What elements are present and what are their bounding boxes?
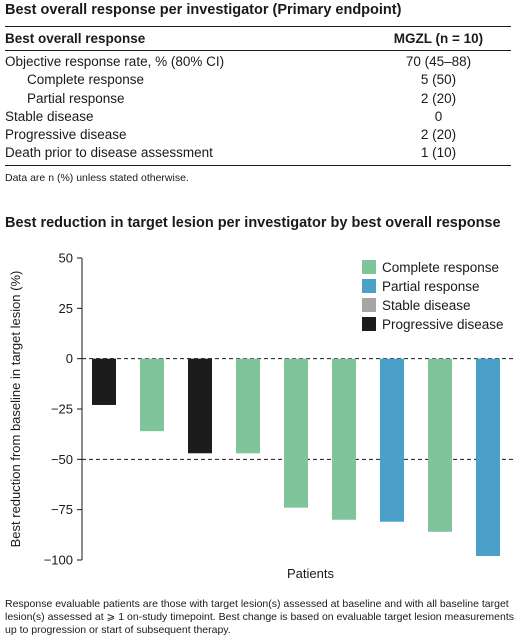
table-body: Objective response rate, % (80% CI) 70 (…	[5, 51, 511, 166]
legend-label: Complete response	[382, 260, 499, 275]
response-table: Best overall response MGZL (n = 10) Obje…	[5, 26, 511, 166]
row-label: Death prior to disease assessment	[5, 145, 213, 161]
y-tick-label: −25	[51, 402, 73, 417]
y-axis-title: Best reduction from baseline in target l…	[8, 271, 23, 548]
chart-footnote: Response evaluable patients are those wi…	[5, 598, 514, 636]
table-row: Complete response 5 (50)	[5, 71, 511, 89]
row-label: Progressive disease	[5, 127, 127, 143]
y-tick-label: −100	[44, 553, 73, 568]
bar	[92, 358, 116, 405]
y-tick-label: −75	[51, 502, 73, 517]
table-header: Best overall response MGZL (n = 10)	[5, 26, 511, 51]
table-footnote: Data are n (%) unless stated otherwise.	[5, 172, 189, 184]
legend-swatch	[362, 260, 376, 274]
table-row: Objective response rate, % (80% CI) 70 (…	[5, 53, 511, 71]
table-row: Partial response 2 (20)	[5, 90, 511, 108]
row-value: 0	[434, 108, 443, 124]
row-label: Stable disease	[5, 108, 94, 124]
row-value: 1 (10)	[420, 145, 457, 161]
row-value: 2 (20)	[420, 127, 457, 143]
row-value: 5 (50)	[420, 72, 457, 88]
bar	[428, 358, 452, 532]
row-label: Partial response	[27, 90, 125, 106]
row-label: Complete response	[27, 72, 145, 88]
y-tick-label: 25	[59, 301, 73, 316]
bar	[284, 358, 308, 508]
bar	[476, 358, 500, 556]
header-value: MGZL (n = 10)	[393, 31, 484, 46]
table-row: Death prior to disease assessment 1 (10)	[5, 144, 511, 162]
y-tick-label: 50	[59, 251, 73, 266]
row-value: 2 (20)	[420, 90, 457, 106]
bar	[380, 358, 404, 522]
table-title: Best overall response per investigator (…	[5, 2, 402, 18]
legend-label: Stable disease	[382, 298, 471, 313]
table-row: Progressive disease 2 (20)	[5, 126, 511, 144]
y-tick-label: −50	[51, 452, 73, 467]
legend-label: Progressive disease	[382, 317, 504, 332]
row-value: 70 (45–88)	[405, 54, 472, 69]
bar	[236, 358, 260, 454]
chart-title: Best reduction in target lesion per inve…	[5, 215, 501, 231]
row-label: Objective response rate, % (80% CI)	[5, 54, 225, 69]
bar	[332, 358, 356, 520]
waterfall-chart: 50 25 0 −25 −50 −75 −100 Best reduction from ba…	[8, 251, 515, 581]
header-label: Best overall response	[5, 31, 146, 46]
y-tick-label: 0	[66, 351, 73, 366]
x-axis-title: Patients	[287, 566, 334, 581]
legend-swatch	[362, 298, 376, 312]
bar	[140, 358, 164, 432]
legend-label: Partial response	[382, 279, 480, 294]
legend-swatch	[362, 317, 376, 331]
bar	[188, 358, 212, 454]
legend-swatch	[362, 279, 376, 293]
table-row: Stable disease 0	[5, 108, 511, 126]
